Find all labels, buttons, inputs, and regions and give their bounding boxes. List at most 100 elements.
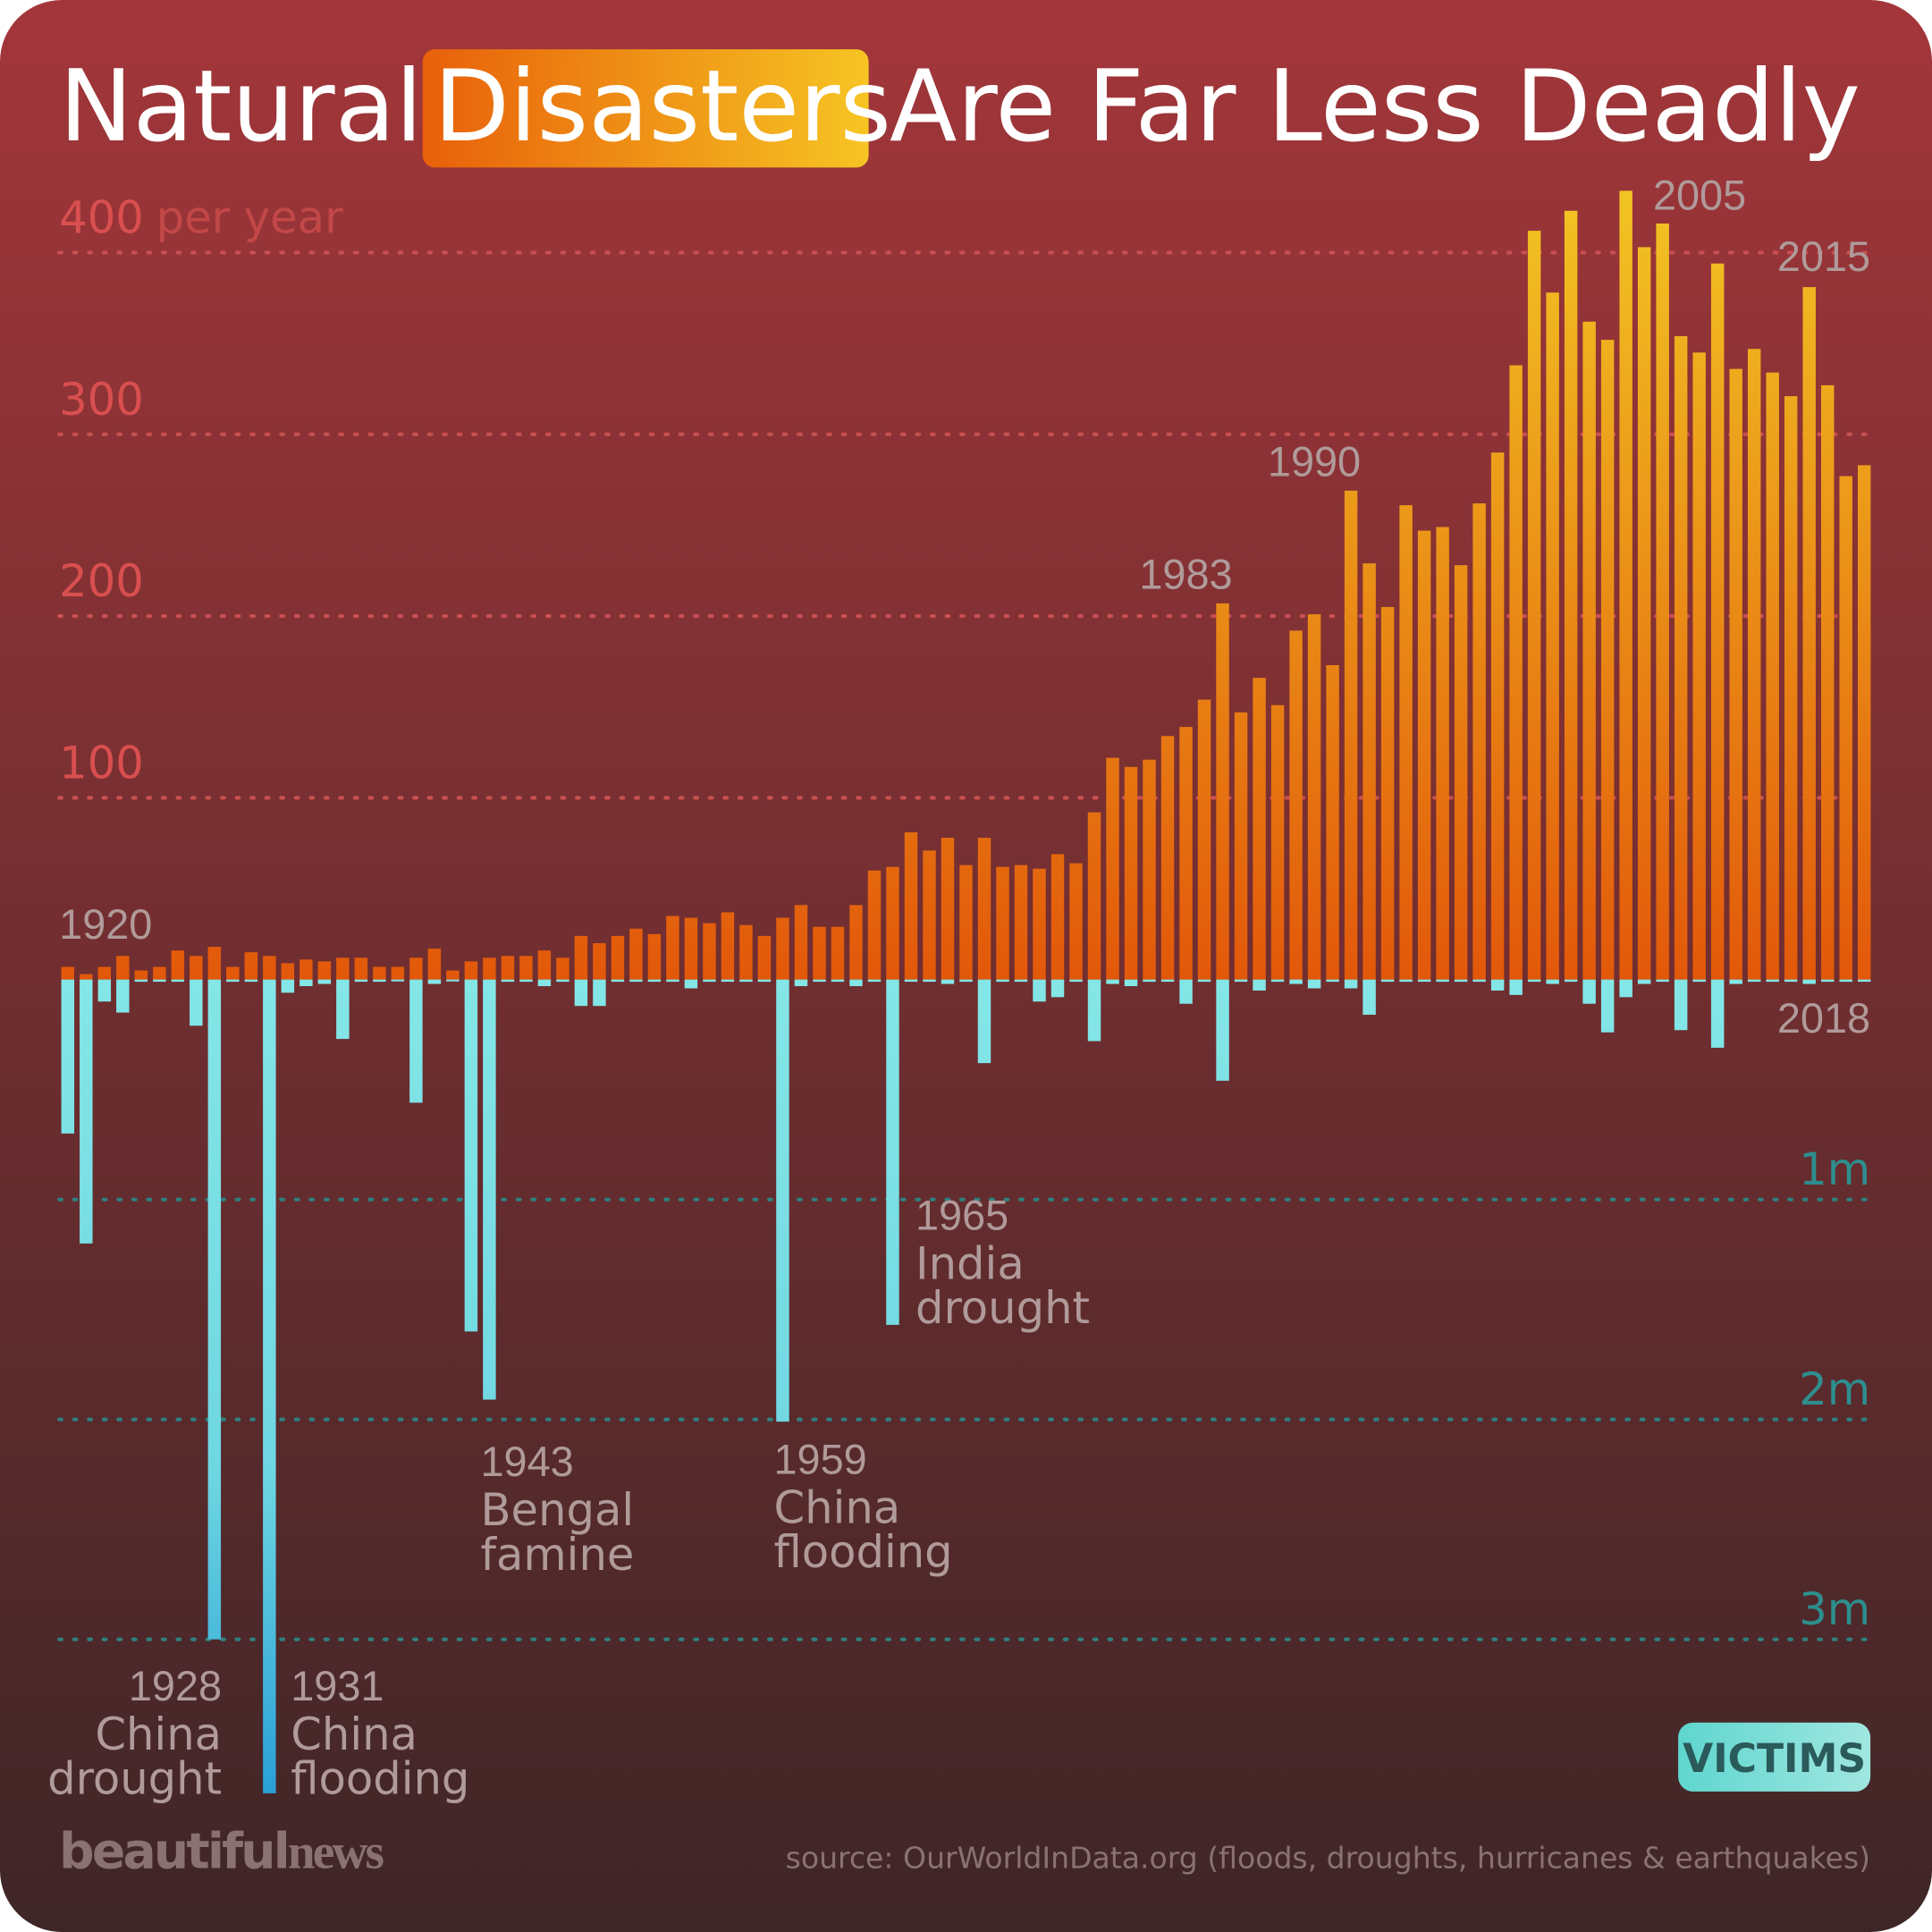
disaster-bar-1961 [813,926,826,980]
victim-bar-1938 [391,979,405,982]
disaster-bar-1972 [1014,865,1028,980]
victims-legend-badge [1678,1722,1871,1792]
victim-bar-1997 [1472,979,1486,983]
victim-bar-1959 [776,979,789,1422]
victim-bar-1951 [629,979,643,983]
victim-bar-2015 [1802,979,1816,984]
victim-bar-1998 [1490,979,1505,991]
disaster-bar-1985 [1253,678,1266,980]
disaster-bar-2009 [1692,352,1706,980]
victim-bar-2000 [1527,979,1541,983]
victim-bar-1983 [1216,979,1229,1081]
title-prefix: Natural [59,50,423,165]
disaster-bar-1980 [1160,736,1175,980]
victim-bar-1966 [904,979,918,983]
year-label-2015: 2015 [1777,233,1870,280]
disaster-bar-1960 [794,905,808,980]
victim-bar-1977 [1106,979,1119,984]
disaster-bar-1947 [556,958,569,980]
victim-bar-1962 [831,979,845,983]
victim-bar-2018 [1857,979,1871,983]
victim-bar-2017 [1839,979,1852,983]
victim-bar-1950 [611,979,625,983]
victim-bar-1982 [1197,979,1211,983]
disaster-bar-1927 [190,956,203,980]
victim-bar-1933 [300,979,313,987]
victim-bar-1926 [171,979,185,983]
victim-bar-1965 [886,979,899,1325]
disaster-bar-2016 [1820,384,1835,980]
disaster-bar-1986 [1270,704,1285,980]
victim-bar-2002 [1564,979,1578,983]
disaster-bar-1948 [574,935,588,980]
disaster-tick-label: 200 [59,555,144,607]
annotation-line2: flooding [774,1526,953,1578]
disaster-bar-1994 [1417,530,1431,980]
disaster-bar-2014 [1784,396,1798,980]
victim-bar-1976 [1087,979,1101,1042]
disaster-bar-1928 [207,947,222,980]
victim-tick-label: 3m [1799,1583,1870,1635]
disaster-bar-1955 [703,923,716,980]
victim-bar-1991 [1363,979,1376,1016]
disaster-bar-1952 [647,933,662,980]
disaster-bar-2006 [1637,247,1651,980]
disaster-unit-label: per year [156,191,343,243]
victim-bar-1978 [1124,979,1138,987]
disaster-bar-1922 [97,966,112,980]
victim-bar-2011 [1729,979,1742,984]
victims-legend-label: VICTIMS [1683,1736,1866,1782]
disaster-bar-1951 [629,928,643,980]
disaster-bar-1973 [1033,868,1046,980]
victim-bar-1932 [281,979,295,993]
disaster-bar-2004 [1600,340,1615,980]
victim-bar-1985 [1253,979,1266,991]
disaster-bar-1993 [1399,505,1413,980]
victim-bar-1952 [647,979,662,983]
annotation-year: 1928 [129,1663,222,1709]
annotation-line2: drought [915,1282,1090,1334]
disaster-tick-label: 400 per year [59,191,343,243]
disaster-bar-2017 [1839,476,1852,980]
disaster-bar-1950 [611,935,625,980]
disaster-bar-1959 [776,917,789,980]
victim-bar-1960 [794,979,808,987]
disaster-bar-1931 [263,956,276,980]
disaster-tick-label: 100 [59,737,144,789]
title-suffix: Are Far Less Deadly [890,50,1860,165]
disaster-bar-2011 [1729,368,1742,980]
victim-bar-1994 [1417,979,1431,983]
disaster-bar-2005 [1619,190,1632,980]
disaster-bar-1946 [537,950,552,980]
disaster-bar-1953 [666,915,679,980]
disaster-bar-1988 [1307,614,1321,980]
annotation-line1: China [95,1708,222,1760]
disaster-bar-1970 [977,838,991,980]
disaster-bar-2010 [1710,263,1725,980]
victim-bar-1971 [996,979,1009,983]
victim-bar-1922 [97,979,112,1002]
disaster-bar-1938 [391,966,405,980]
victim-bar-2005 [1619,979,1632,998]
annotation-year: 1965 [915,1192,1008,1238]
annotation-line2: flooding [291,1753,469,1805]
victim-bar-1957 [739,979,753,983]
disaster-bar-1937 [373,966,386,980]
disaster-bar-1979 [1143,759,1156,980]
disaster-bar-1966 [904,832,918,980]
disaster-bar-1940 [427,949,442,980]
disaster-bar-1962 [831,926,845,980]
disaster-bar-2018 [1857,465,1871,980]
victim-bar-1984 [1234,979,1248,983]
victim-bar-1996 [1454,979,1468,983]
disaster-bar-1923 [116,956,130,980]
victim-bar-1992 [1380,979,1395,983]
victim-bar-1947 [556,979,569,983]
disaster-bar-1967 [923,850,936,980]
victim-bar-1923 [116,979,130,1013]
disaster-bar-1945 [519,956,533,980]
victim-bar-1975 [1069,979,1083,983]
disaster-bar-2012 [1747,349,1761,980]
annotation-line2: drought [47,1753,222,1805]
